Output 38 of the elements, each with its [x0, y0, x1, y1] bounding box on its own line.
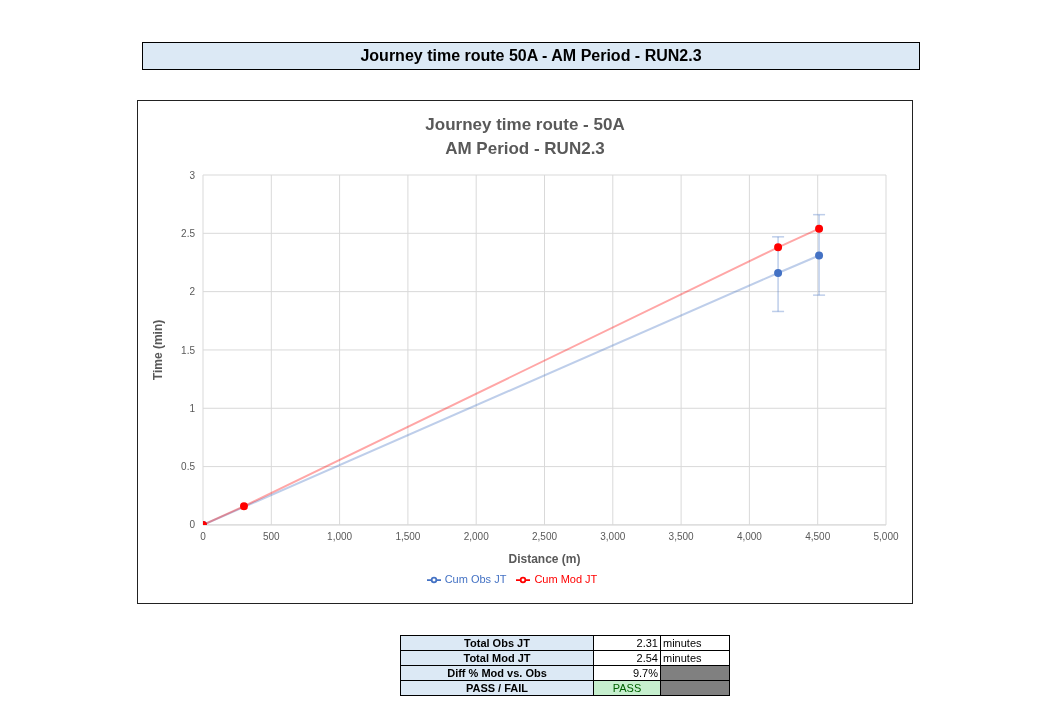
y-tick-label: 1.5	[181, 344, 196, 356]
y-tick-label: 2.5	[181, 227, 196, 239]
point	[815, 224, 824, 233]
x-tick-label: 4,500	[805, 531, 831, 543]
text: Journey time route 50A - AM Period - RUN2.3	[142, 42, 920, 70]
y-tick-label: 3	[189, 169, 196, 181]
y-tick-label: 1	[189, 402, 196, 414]
chart-title: Journey time route - 50A AM Period - RUN2.3	[424, 114, 626, 160]
text: minutes	[660, 650, 730, 666]
x-tick-label: 5,000	[873, 531, 899, 543]
x-tick-label: 4,000	[736, 531, 763, 543]
text: 2.31	[593, 635, 661, 651]
text: Diff % Mod vs. Obs	[400, 665, 594, 681]
text: 2.54	[593, 650, 661, 666]
x-tick-label: 2,500	[531, 531, 558, 543]
point	[774, 243, 783, 252]
legend-label: Cum Mod JT	[534, 572, 598, 585]
x-tick-label: 3,000	[600, 531, 626, 543]
text: PASS / FAIL	[400, 680, 594, 696]
x-axis-title: Distance (m)	[508, 551, 581, 566]
y-axis-title: Time (min)	[151, 319, 166, 381]
x-tick-label: 1,500	[395, 531, 421, 543]
text: Total Mod JT	[400, 650, 594, 666]
x-tick-label: 500	[262, 531, 281, 543]
point	[815, 251, 824, 260]
text: 9.7%	[593, 665, 661, 681]
legend-label: Cum Obs JT	[444, 572, 507, 585]
text: minutes	[660, 635, 730, 651]
point	[774, 268, 783, 277]
y-tick-label: 2	[189, 286, 196, 298]
text: PASS	[593, 680, 661, 696]
x-tick-label: 1,000	[327, 531, 353, 543]
y-tick-label: 0.5	[181, 461, 196, 473]
y-tick-label: 0	[189, 519, 196, 531]
x-tick-label: 2,000	[463, 531, 490, 543]
x-tick-label: 3,500	[668, 531, 695, 543]
x-tick-label: 0	[200, 531, 207, 543]
text: Total Obs JT	[400, 635, 594, 651]
